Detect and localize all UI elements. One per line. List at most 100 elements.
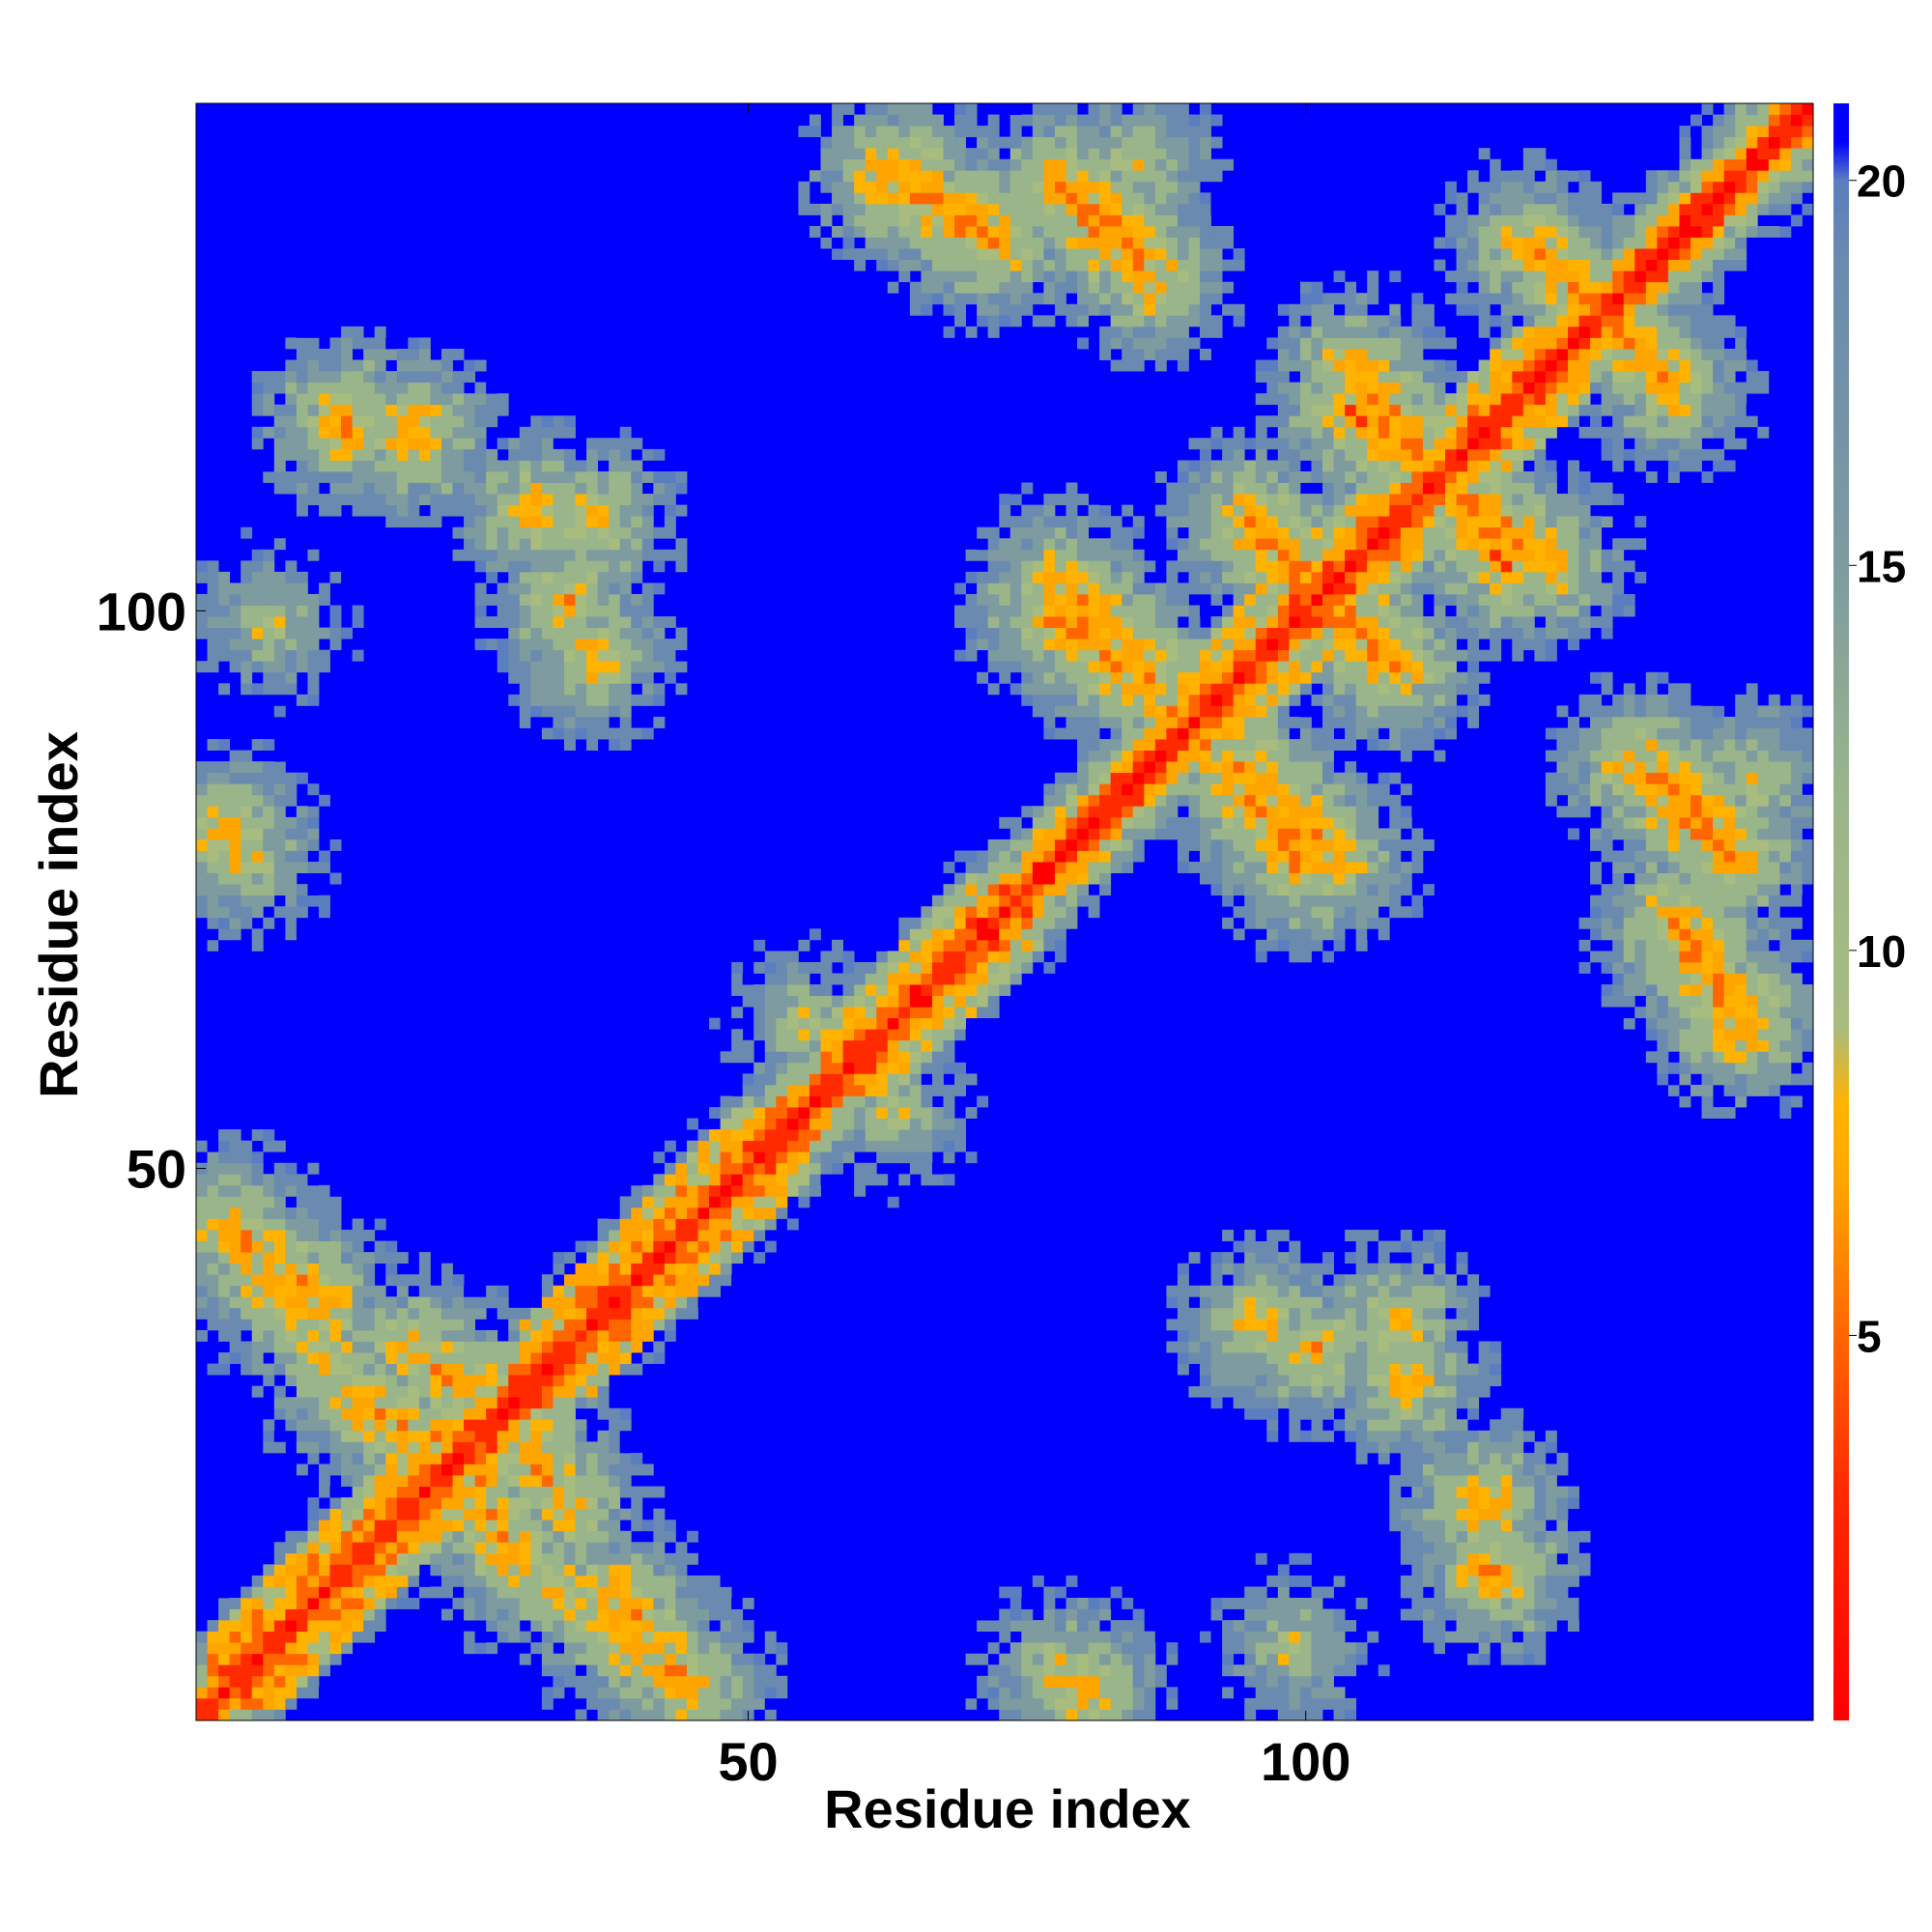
heatmap-cell	[1154, 783, 1167, 796]
heatmap-cell	[229, 1240, 242, 1253]
heatmap-cell	[1188, 872, 1201, 885]
heatmap-cell	[1077, 1631, 1089, 1643]
heatmap-cell	[285, 1598, 298, 1609]
heatmap-cell	[1233, 816, 1245, 829]
heatmap-cell	[1200, 772, 1211, 784]
heatmap-cell	[296, 1530, 308, 1543]
heatmap-cell	[720, 1687, 732, 1699]
heatmap-cell	[1099, 639, 1112, 651]
heatmap-cell	[931, 136, 944, 149]
heatmap-cell	[263, 671, 275, 684]
heatmap-cell	[809, 126, 821, 138]
heatmap-cell	[619, 649, 632, 662]
heatmap-cell	[1065, 582, 1078, 595]
heatmap-cell	[720, 1140, 732, 1152]
heatmap-cell	[553, 470, 565, 483]
heatmap-cell	[218, 1274, 231, 1287]
heatmap-cell	[609, 1207, 621, 1219]
heatmap-cell	[218, 1709, 231, 1721]
heatmap-cell	[753, 995, 766, 1008]
heatmap-cell	[954, 560, 966, 573]
heatmap-cell	[1188, 838, 1201, 851]
heatmap-cell	[1200, 203, 1211, 215]
heatmap-cell	[1021, 1675, 1034, 1688]
heatmap-cell	[341, 1642, 354, 1655]
heatmap-cell	[720, 1620, 732, 1633]
heatmap-cell	[464, 415, 476, 428]
heatmap-cell	[251, 816, 264, 829]
heatmap-cell	[609, 627, 621, 639]
heatmap-cell	[285, 928, 298, 941]
heatmap-cell	[619, 1307, 632, 1320]
heatmap-cell	[931, 1129, 944, 1142]
heatmap-cell	[519, 470, 531, 483]
heatmap-cell	[999, 181, 1011, 193]
heatmap-cell	[1166, 705, 1179, 718]
heatmap-cell	[241, 906, 253, 919]
heatmap-cell	[931, 1039, 944, 1052]
heatmap-cell	[273, 1687, 286, 1699]
heatmap-cell	[352, 1263, 364, 1275]
heatmap-cell	[363, 1575, 376, 1587]
heatmap-cell	[1077, 661, 1089, 673]
heatmap-cell	[1054, 862, 1066, 873]
heatmap-cell	[408, 359, 420, 372]
heatmap-cell	[296, 1341, 308, 1353]
heatmap-cell	[541, 1520, 554, 1532]
heatmap-cell	[374, 1486, 386, 1498]
heatmap-cell	[898, 984, 911, 996]
heatmap-cell	[285, 816, 298, 829]
heatmap-cell	[1166, 126, 1179, 138]
heatmap-cell	[887, 984, 899, 996]
heatmap-cell	[1210, 862, 1223, 873]
heatmap-cell	[307, 1240, 320, 1253]
heatmap-cell	[1088, 1608, 1100, 1621]
heatmap-cell	[686, 1530, 698, 1543]
heatmap-cell	[809, 170, 821, 183]
heatmap-cell	[909, 148, 922, 160]
heatmap-cell	[1132, 293, 1145, 305]
heatmap-cell	[519, 649, 531, 662]
heatmap-cell	[1233, 1329, 1245, 1342]
heatmap-cell	[664, 1218, 676, 1231]
heatmap-cell	[1110, 293, 1122, 305]
heatmap-cell	[731, 1274, 744, 1287]
heatmap-cell	[464, 1452, 476, 1464]
heatmap-cell	[977, 973, 989, 985]
heatmap-cell	[519, 1530, 531, 1543]
heatmap-cell	[352, 460, 364, 472]
heatmap-cell	[977, 639, 989, 651]
heatmap-cell	[440, 1564, 453, 1577]
heatmap-cell	[530, 1319, 543, 1331]
heatmap-cell	[1144, 593, 1156, 606]
heatmap-cell	[430, 460, 442, 472]
heatmap-cell	[887, 114, 899, 127]
heatmap-cell	[965, 259, 978, 271]
heatmap-cell	[1054, 627, 1066, 639]
heatmap-cell	[1021, 560, 1034, 573]
heatmap-cell	[318, 1598, 330, 1609]
heatmap-cell	[341, 1319, 354, 1331]
heatmap-cell	[1144, 772, 1156, 784]
heatmap-cell	[318, 448, 330, 461]
heatmap-cell	[296, 627, 308, 639]
heatmap-cell	[273, 448, 286, 461]
heatmap-cell	[553, 1463, 565, 1476]
heatmap-cell	[1210, 1697, 1223, 1710]
heatmap-cell	[1166, 828, 1179, 840]
heatmap-cell	[653, 1575, 666, 1587]
heatmap-cell	[876, 248, 889, 261]
heatmap-cell	[1233, 1631, 1245, 1643]
heatmap-cell	[273, 538, 286, 551]
heatmap-cell	[631, 1285, 643, 1297]
heatmap-cell	[977, 526, 989, 539]
heatmap-cell	[764, 1007, 777, 1019]
heatmap-cell	[921, 214, 933, 227]
heatmap-cell	[619, 616, 632, 628]
heatmap-cell	[196, 1329, 208, 1342]
heatmap-cell	[987, 593, 1000, 606]
heatmap-cell	[720, 1207, 732, 1219]
heatmap-cell	[1099, 571, 1112, 583]
heatmap-cell	[1166, 605, 1179, 617]
heatmap-cell	[641, 593, 654, 606]
